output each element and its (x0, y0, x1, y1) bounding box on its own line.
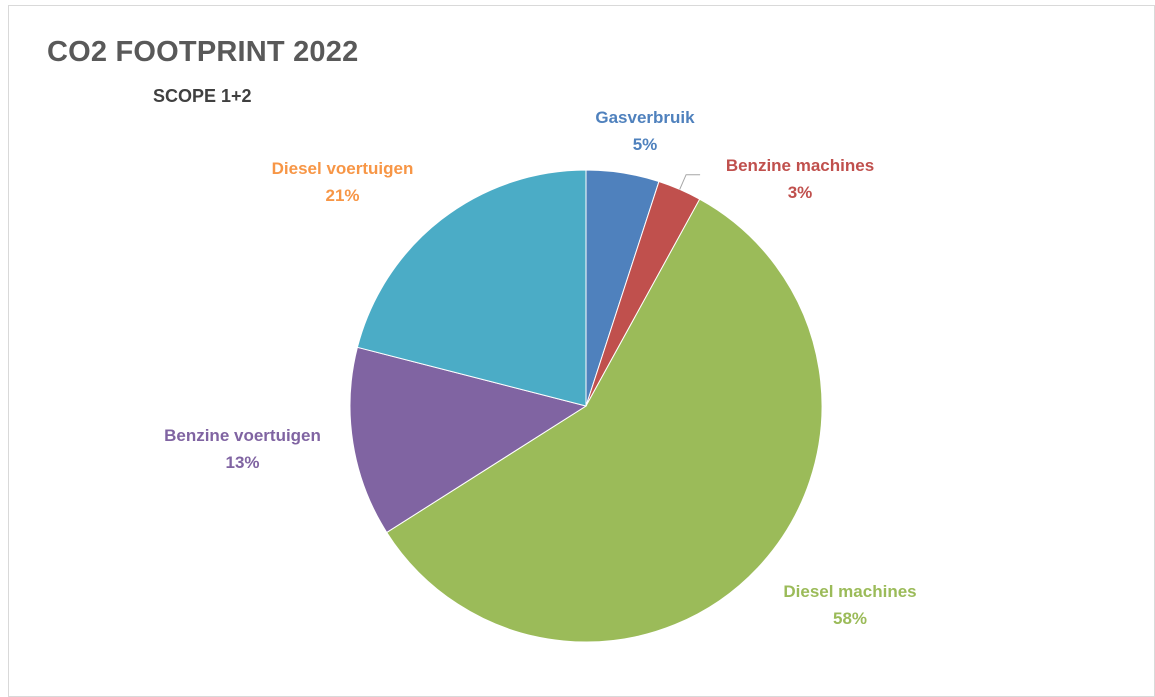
pie-slice-diesel-voertuigen (356, 169, 587, 407)
data-label-percent: 58% (832, 609, 868, 628)
chart-subtitle: SCOPE 1+2 (153, 86, 252, 106)
data-label-diesel-machines: Diesel machines 58% (755, 578, 945, 632)
data-label-diesel-voertuigen: Diesel voertuigen 21% (245, 155, 440, 209)
data-label-name: Benzine voertuigen (164, 426, 321, 445)
data-label-percent: 13% (225, 453, 260, 472)
data-label-gasverbruik: Gasverbruik 5% (575, 104, 715, 158)
data-label-percent: 3% (787, 183, 813, 202)
data-label-benzine-voertuigen: Benzine voertuigen 13% (135, 422, 350, 476)
pie-slice-benzine-voertuigen (349, 346, 588, 534)
data-label-name: Benzine machines (725, 156, 875, 175)
data-label-benzine-machines: Benzine machines 3% (705, 152, 895, 206)
data-label-percent: 5% (632, 135, 658, 154)
chart-title: CO2 FOOTPRINT 2022 (47, 36, 359, 68)
data-label-percent: 21% (325, 186, 360, 205)
data-label-name: Gasverbruik (595, 108, 695, 127)
pie-slice-diesel-machines (386, 198, 823, 643)
leader-line-benzine-machines (679, 174, 701, 190)
data-label-name: Diesel voertuigen (271, 159, 414, 178)
data-label-name: Diesel machines (783, 582, 917, 601)
